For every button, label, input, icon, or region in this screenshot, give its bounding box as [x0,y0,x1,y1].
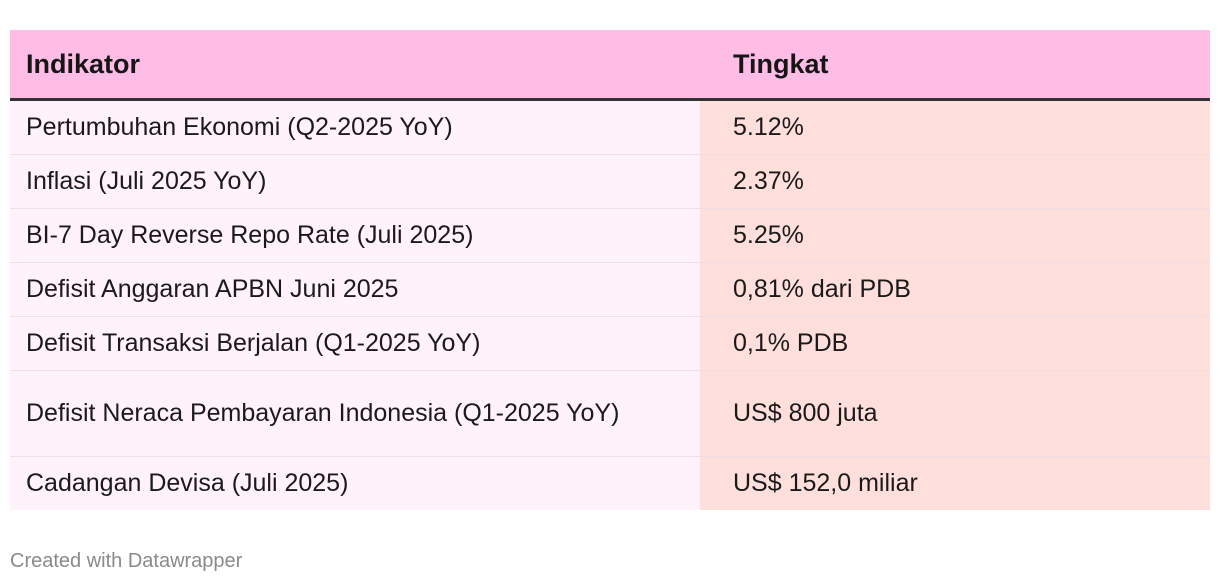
table-row: Defisit Transaksi Berjalan (Q1-2025 YoY)… [10,316,1210,371]
table-row: Inflasi (Juli 2025 YoY) 2.37% [10,154,1210,209]
indicator-cell: Defisit Neraca Pembayaran Indonesia (Q1-… [10,370,700,457]
table-row: Defisit Neraca Pembayaran Indonesia (Q1-… [10,370,1210,457]
data-table: Indikator Tingkat Pertumbuhan Ekonomi (Q… [10,30,1210,510]
indicator-cell: Cadangan Devisa (Juli 2025) [10,456,700,510]
value-cell: 5.25% [700,208,1210,263]
indicator-cell: Defisit Transaksi Berjalan (Q1-2025 YoY) [10,316,700,371]
value-cell: 5.12% [700,99,1210,155]
indicator-cell: Pertumbuhan Ekonomi (Q2-2025 YoY) [10,99,700,155]
value-cell: 0,81% dari PDB [700,262,1210,317]
value-cell: 2.37% [700,154,1210,209]
indicator-cell: Defisit Anggaran APBN Juni 2025 [10,262,700,317]
column-header-tingkat: Tingkat [700,30,1210,101]
table-body: Pertumbuhan Ekonomi (Q2-2025 YoY) 5.12% … [10,99,1210,510]
header-row: Indikator Tingkat [10,30,1210,101]
indicator-cell: Inflasi (Juli 2025 YoY) [10,154,700,209]
indicator-cell: BI-7 Day Reverse Repo Rate (Juli 2025) [10,208,700,263]
column-header-indikator: Indikator [10,30,700,101]
table-row: Defisit Anggaran APBN Juni 2025 0,81% da… [10,262,1210,317]
value-cell: US$ 800 juta [700,370,1210,457]
table-row: BI-7 Day Reverse Repo Rate (Juli 2025) 5… [10,208,1210,263]
datawrapper-credit[interactable]: Created with Datawrapper [10,550,243,572]
table-header: Indikator Tingkat [10,30,1210,101]
data-table-container: Indikator Tingkat Pertumbuhan Ekonomi (Q… [10,30,1210,510]
table-row: Pertumbuhan Ekonomi (Q2-2025 YoY) 5.12% [10,99,1210,155]
table-row: Cadangan Devisa (Juli 2025) US$ 152,0 mi… [10,456,1210,510]
value-cell: 0,1% PDB [700,316,1210,371]
value-cell: US$ 152,0 miliar [700,456,1210,510]
